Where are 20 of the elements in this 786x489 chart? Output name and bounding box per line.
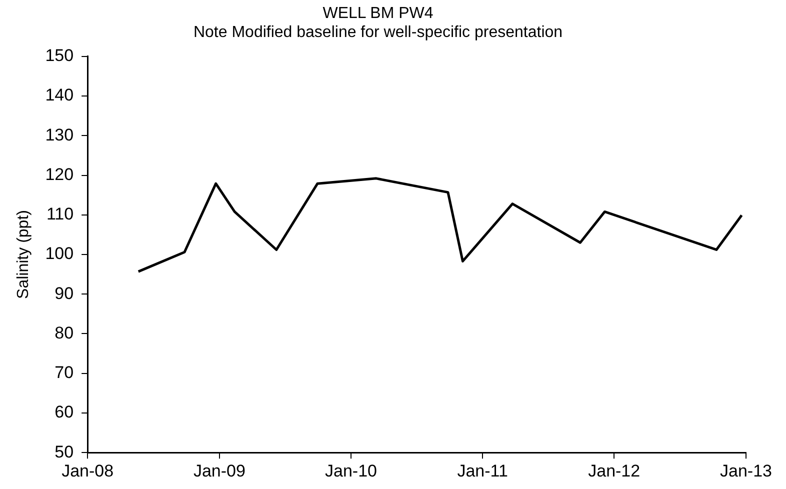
y-tick-label: 150 — [45, 46, 74, 66]
x-tick-label: Jan-11 — [457, 461, 508, 480]
y-axis-title: Salinity (ppt) — [15, 210, 32, 299]
y-tick-label: 80 — [54, 323, 74, 342]
y-tick-label: 120 — [45, 164, 74, 184]
x-tick-label: Jan-12 — [588, 461, 640, 480]
x-tick-label: Jan-08 — [62, 461, 114, 480]
y-tick-label: 90 — [54, 284, 74, 303]
y-tick-label: 70 — [54, 363, 74, 382]
y-tick-label: 60 — [54, 402, 74, 422]
y-tick-label: 110 — [46, 204, 74, 224]
y-tick-label: 130 — [45, 125, 74, 144]
chart-title: WELL BM PW4 — [322, 5, 434, 22]
y-tick-label: 140 — [45, 86, 74, 105]
y-tick-label: 50 — [54, 442, 74, 462]
y-tick-label: 100 — [45, 244, 74, 264]
x-tick-label: Jan-10 — [325, 461, 378, 480]
x-tick-label: Jan-09 — [193, 461, 246, 480]
x-tick-label: Jan-13 — [720, 461, 772, 480]
chart-subtitle: Note Modified baseline for well-specific presentation — [193, 24, 563, 42]
